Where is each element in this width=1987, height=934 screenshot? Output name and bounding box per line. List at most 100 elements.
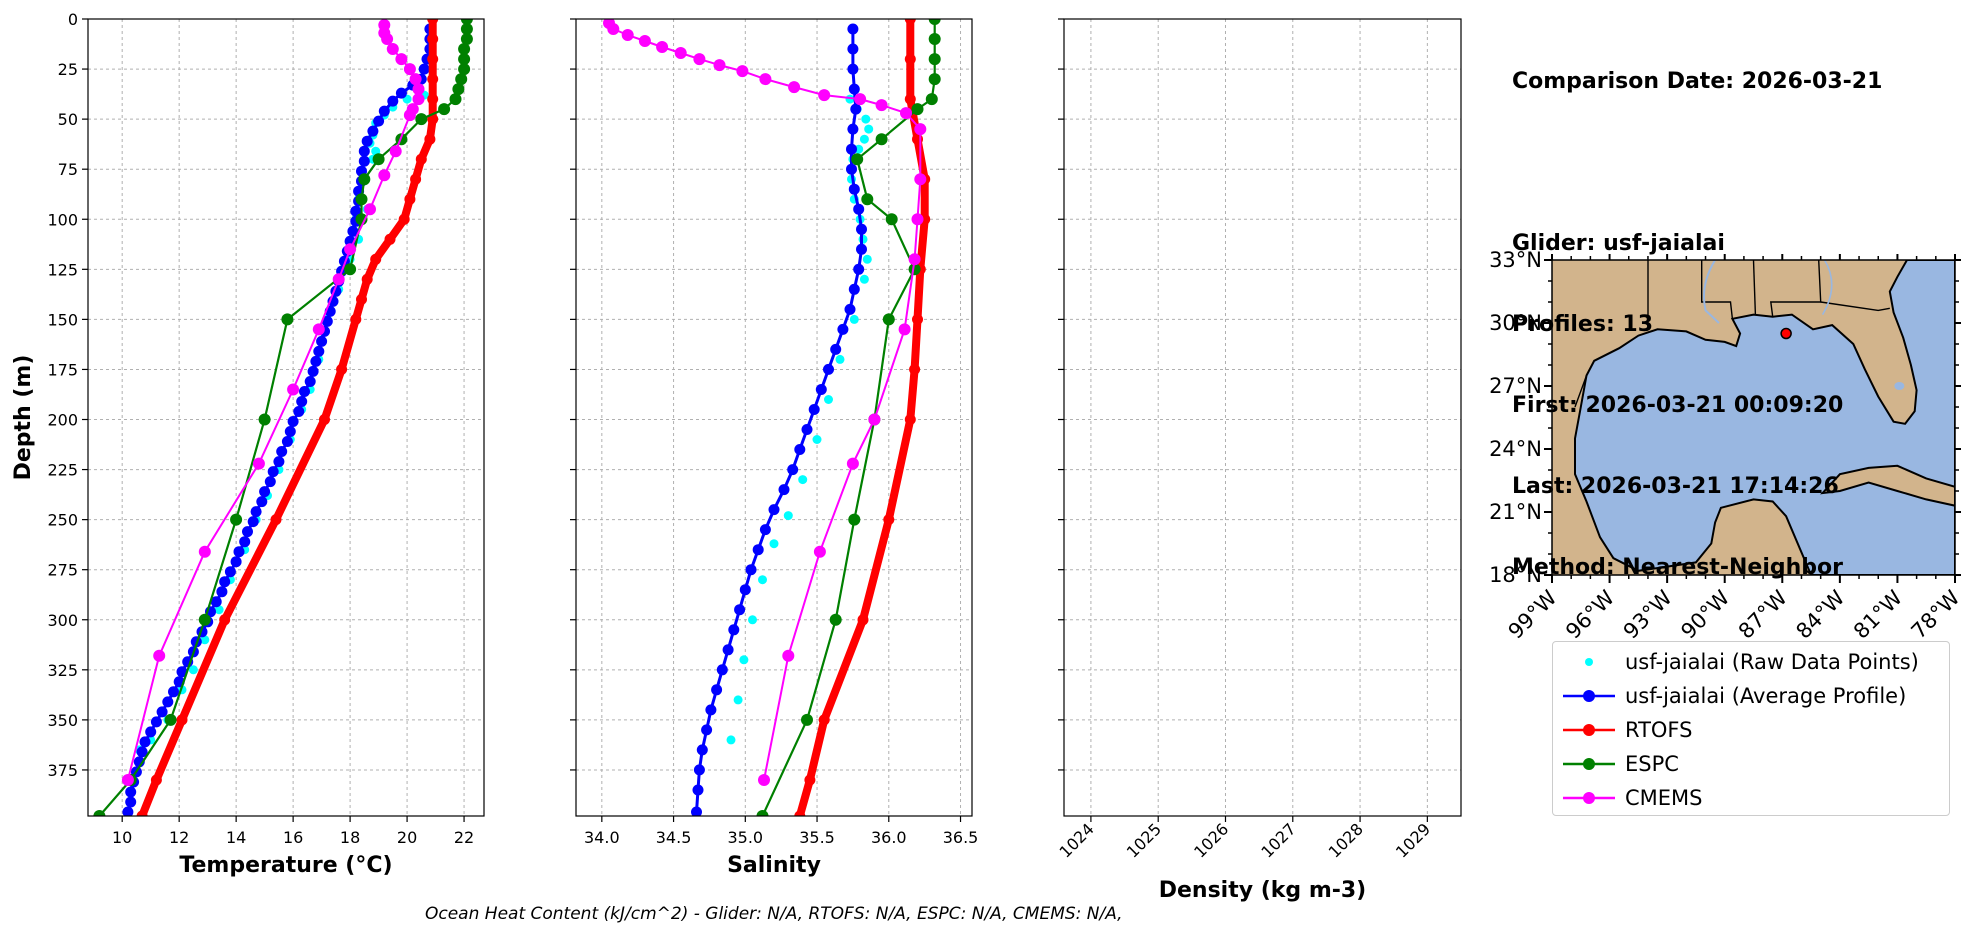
data-point [911, 213, 924, 226]
data-point [460, 33, 473, 45]
data-point [912, 313, 923, 325]
data-point [150, 716, 162, 728]
data-point [900, 107, 912, 120]
data-point [270, 514, 282, 526]
data-point [848, 283, 860, 295]
data-point [332, 273, 345, 286]
info-line-method: Method: Nearest-Neighbor [1512, 555, 1843, 580]
data-point [638, 35, 651, 47]
data-point [259, 486, 271, 498]
data-point [846, 163, 857, 175]
data-point [847, 123, 859, 135]
data-point [412, 83, 425, 96]
data-point [233, 546, 245, 558]
map-lat-label: 27°N [1489, 374, 1542, 398]
data-point [387, 95, 399, 107]
legend-item-raw: usf-jaialai (Raw Data Points) [1553, 647, 1949, 677]
map-water [1574, 260, 1955, 575]
data-point [358, 145, 370, 157]
data-point [912, 133, 923, 145]
data-point [824, 395, 833, 404]
data-point [745, 564, 757, 576]
data-point [427, 19, 439, 25]
data-point [373, 115, 385, 127]
data-point [344, 263, 357, 276]
salinity-series-group [603, 19, 941, 816]
x-tick-label: 1029 [1392, 819, 1434, 861]
y-tick-label: 250 [47, 511, 78, 530]
data-point [136, 746, 148, 758]
data-point [911, 103, 924, 116]
data-point [367, 125, 379, 137]
data-point [156, 706, 168, 718]
x-tick-label: 1027 [1257, 819, 1299, 861]
x-tick-label: 20 [397, 828, 417, 847]
y-tick-label: 350 [47, 711, 78, 730]
temperature-axes-frame [87, 18, 485, 817]
data-point [395, 53, 408, 66]
data-point [313, 345, 325, 357]
legend-item-rtofs: RTOFS [1553, 715, 1949, 745]
data-point [258, 413, 271, 426]
data-point [844, 303, 856, 315]
data-point [904, 93, 916, 105]
data-point [176, 666, 188, 678]
data-point [372, 153, 385, 166]
data-point [851, 153, 864, 166]
map-lake [1894, 382, 1905, 390]
data-point [162, 696, 174, 708]
data-point [758, 774, 770, 786]
map-lon-label: 78°W [1907, 585, 1965, 643]
data-point [850, 103, 862, 115]
data-point [121, 774, 134, 786]
data-point [875, 133, 888, 146]
data-point [847, 43, 859, 55]
legend-item-espc: ESPC [1553, 749, 1949, 779]
data-point [885, 213, 898, 226]
series-line [138, 19, 437, 816]
x-tick-label: 36.5 [943, 828, 979, 847]
y-tick-label: 300 [47, 611, 78, 630]
data-point [230, 556, 242, 568]
data-point [830, 343, 842, 355]
data-point [247, 516, 259, 528]
y-tick-label: 225 [47, 461, 78, 480]
density-axes-frame [1063, 18, 1462, 817]
y-axis-label: Depth (m) [11, 355, 36, 481]
data-point [230, 513, 243, 526]
data-point [418, 63, 430, 75]
data-point [928, 73, 941, 86]
data-point [310, 355, 322, 367]
legend: usf-jaialai (Raw Data Points) usf-jaiala… [1552, 641, 1950, 816]
data-point [928, 19, 941, 25]
legend-label-espc: ESPC [1625, 752, 1679, 776]
data-point [748, 615, 757, 625]
data-point [281, 436, 293, 447]
glider-position-marker [1780, 327, 1792, 340]
y-tick-label: 125 [47, 260, 78, 279]
data-point [378, 105, 390, 117]
data-point [846, 457, 859, 470]
legend-label-raw: usf-jaialai (Raw Data Points) [1625, 650, 1919, 674]
temperature-series-cmems [121, 19, 425, 786]
density-panel: 1024 1025 1026 1027 1028 1029 Density (kg m-3) [1056, 18, 1462, 903]
data-point [813, 545, 826, 558]
data-point [122, 806, 134, 816]
data-point [381, 33, 394, 45]
info-block: Comparison Date: 2026-03-21 Glider: usf-… [1512, 14, 1882, 608]
data-point [818, 714, 830, 726]
data-point [458, 43, 471, 55]
data-point [404, 193, 416, 205]
data-point [787, 464, 799, 476]
data-point [853, 263, 865, 275]
data-point [403, 109, 416, 122]
temperature-series-espc [93, 19, 473, 816]
data-point [198, 613, 211, 626]
data-point [403, 63, 416, 76]
density-x-axis-label: Density (kg m-3) [1159, 878, 1367, 903]
series-line [608, 22, 922, 781]
data-point [299, 386, 310, 397]
data-point [216, 586, 228, 598]
salinity-series-cmems [603, 19, 927, 786]
